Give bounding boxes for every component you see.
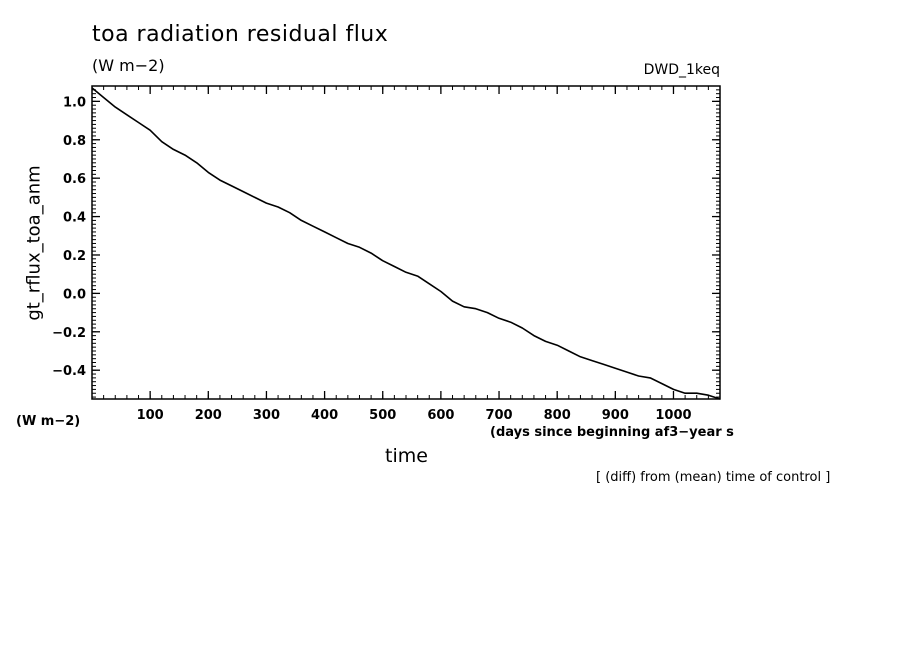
run-id-label: DWD_1keq [643, 62, 720, 78]
axes [91, 85, 721, 400]
y-tick-label: 1.0 [63, 95, 86, 110]
x-tick-label: 400 [311, 408, 338, 423]
units-label-bottom: (W m−2) [16, 414, 81, 429]
x-axis-units: (days since beginning af3−year s [490, 425, 734, 440]
x-tick-label: 500 [369, 408, 396, 423]
ticks [92, 85, 720, 399]
y-tick-label: 0.2 [63, 249, 86, 264]
tick-labels: 100 200 300 400 500 600 700 800 900 1000 1.0 0.8 0.6… [52, 95, 691, 423]
x-axis-label: time [385, 445, 428, 467]
y-tick-label: 0.0 [63, 287, 86, 302]
x-tick-label: 1000 [655, 408, 691, 423]
x-tick-label: 200 [195, 408, 222, 423]
y-tick-label: 0.8 [63, 134, 86, 149]
diff-note: [ (diff) from (mean) time of control ] [596, 470, 831, 485]
x-tick-label: 700 [485, 408, 512, 423]
x-tick-label: 600 [427, 408, 454, 423]
y-tick-label: 0.4 [63, 211, 86, 226]
x-tick-label: 300 [253, 408, 280, 423]
plot-frame [91, 85, 721, 400]
x-tick-label: 800 [544, 408, 571, 423]
x-tick-label: 100 [137, 408, 164, 423]
y-tick-label: 0.6 [63, 172, 86, 187]
chart-title: toa radiation residual flux [92, 22, 389, 47]
y-tick-label: −0.2 [52, 326, 86, 341]
x-tick-label: 900 [602, 408, 629, 423]
units-label-top: (W m−2) [92, 56, 165, 75]
y-tick-label: −0.4 [52, 364, 86, 379]
series-line-0 [91, 87, 721, 400]
series-layer [91, 87, 721, 400]
